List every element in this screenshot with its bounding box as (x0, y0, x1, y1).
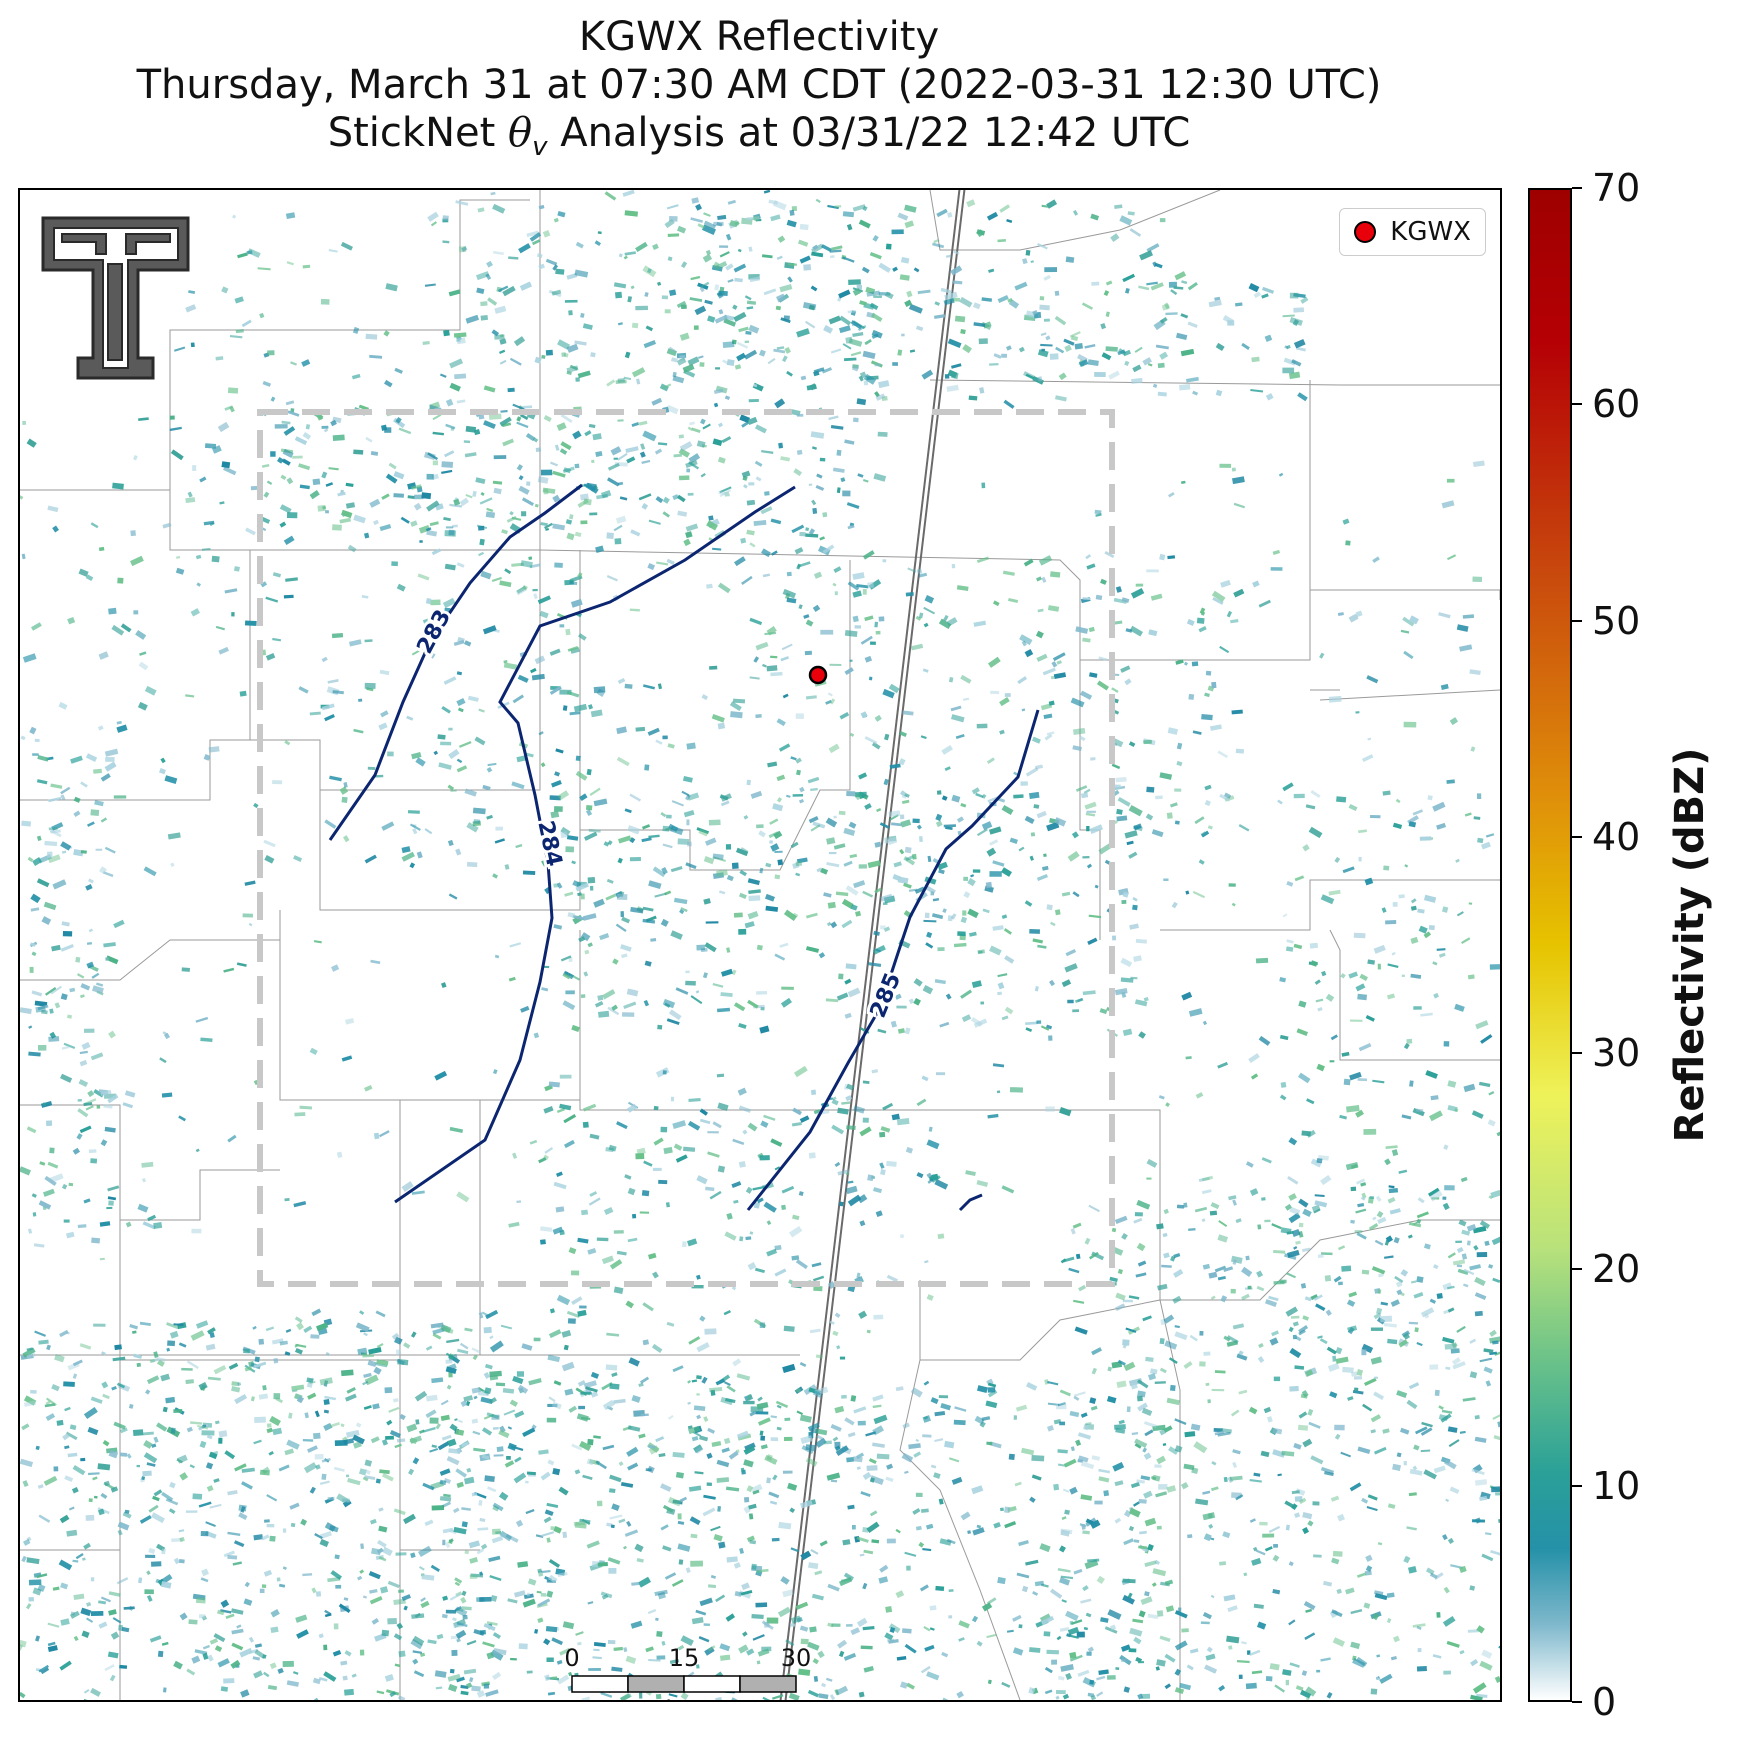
theta-v-contours (328, 483, 1040, 1212)
contour-285b (958, 1193, 983, 1212)
colorbar-tick-mark (1572, 1052, 1582, 1055)
colorbar-tick-label: 50 (1592, 598, 1641, 643)
colorbar-tick-mark (1572, 403, 1582, 406)
contour-285a (746, 709, 1040, 1211)
colorbar-tick-label: 0 (1592, 1680, 1617, 1724)
map-title: KGWX Reflectivity (578, 14, 940, 60)
analysis-domain-box (257, 409, 1115, 1287)
scale-tick-0: 0 (564, 1644, 580, 1672)
scale-unit: km (665, 1696, 702, 1700)
theta-symbol: θ (508, 110, 533, 156)
map-analysis-subtitle: StickNet θv Analysis at 03/31/22 12:42 U… (0, 110, 1518, 170)
legend-label: KGWX (1390, 217, 1471, 247)
map-datetime: Thursday, March 31 at 07:30 AM CDT (2022… (136, 62, 1382, 108)
colorbar-tick-mark (1572, 1484, 1582, 1487)
kgwx-radar-marker (808, 665, 828, 685)
theta-subscript: v (532, 132, 548, 162)
contour-284a (394, 485, 796, 1204)
colorbar-tick-mark (1572, 1268, 1582, 1271)
analysis-prefix: StickNet (327, 110, 508, 156)
analysis-suffix: Analysis at 03/31/22 12:42 UTC (547, 110, 1191, 156)
reflectivity-echoes (20, 190, 1500, 1700)
texas-tech-double-t-logo (41, 216, 190, 380)
interstate-highway (779, 190, 966, 1700)
colorbar-tick-label: 20 (1592, 1247, 1641, 1292)
radar-marker-icon (1354, 221, 1377, 243)
map-panel[interactable]: 283 284 285 KGWX 0 15 30 km (18, 188, 1502, 1702)
contour-labels: 283 284 285 (409, 603, 909, 1025)
colorbar-title: Reflectivity (dBZ) (1667, 747, 1713, 1143)
contour-label-284: 284 (532, 819, 566, 869)
scale-tick-30: 30 (780, 1644, 812, 1672)
radar-map[interactable]: 283 284 285 (20, 190, 1500, 1700)
colorbar-tick-label: 60 (1592, 382, 1641, 427)
county-boundaries (20, 190, 1500, 1700)
contour-283 (328, 483, 583, 841)
colorbar-tick-label: 10 (1592, 1463, 1641, 1508)
colorbar-tick-label: 40 (1592, 814, 1641, 859)
colorbar-tick-mark (1572, 1701, 1582, 1703)
map-legend: KGWX (1339, 208, 1486, 256)
colorbar-tick-label: 30 (1592, 1031, 1641, 1076)
colorbar-tick-mark (1572, 835, 1582, 838)
colorbar-tick-mark (1572, 619, 1582, 622)
scale-bar: 0 15 30 km (564, 1644, 870, 1700)
colorbar-tick-label: 70 (1592, 166, 1641, 210)
reflectivity-colorbar (1528, 188, 1572, 1702)
colorbar-tick-mark (1572, 187, 1582, 189)
scale-tick-15: 15 (668, 1644, 700, 1672)
